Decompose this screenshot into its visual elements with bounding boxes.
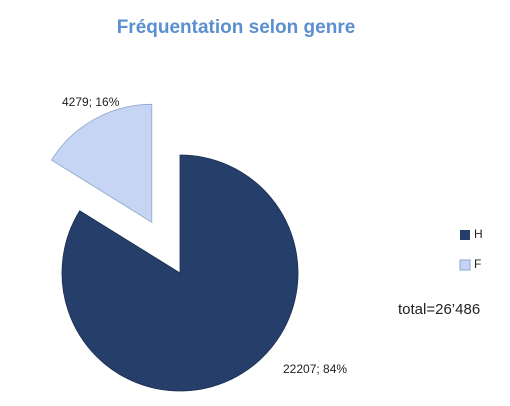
pie-slice — [51, 103, 153, 224]
data-label: 22207; 84% — [283, 362, 347, 376]
legend-swatch — [460, 230, 470, 240]
legend-label: H — [474, 227, 483, 241]
legend-swatch — [459, 259, 471, 271]
data-label: 4279; 16% — [62, 95, 120, 109]
legend-label: F — [474, 257, 481, 271]
total-annotation: total=26’486 — [398, 301, 480, 318]
chart-title: Fréquentation selon genre — [117, 17, 356, 38]
pie-slice — [61, 154, 299, 392]
